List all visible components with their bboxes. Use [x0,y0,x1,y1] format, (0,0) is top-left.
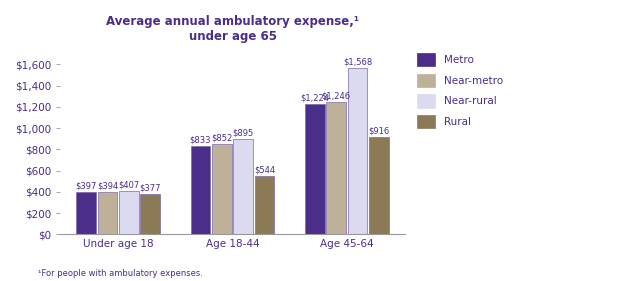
Text: $1,224: $1,224 [300,94,329,103]
Title: Average annual ambulatory expense,¹
under age 65: Average annual ambulatory expense,¹ unde… [106,15,359,43]
Text: $916: $916 [368,126,389,135]
Bar [348,68,368,234]
Text: $544: $544 [254,166,275,175]
Text: $833: $833 [190,135,211,144]
Text: $397: $397 [76,182,97,191]
Bar [97,192,117,234]
Bar [233,139,253,234]
Bar [212,144,232,234]
Bar [119,191,139,234]
Text: $895: $895 [233,129,254,138]
Text: $407: $407 [118,180,140,189]
Legend: Metro, Near-metro, Near-rural, Rural: Metro, Near-metro, Near-rural, Rural [413,50,506,132]
Text: $377: $377 [140,183,161,193]
Bar [326,102,346,234]
Text: $394: $394 [97,182,118,191]
Bar [140,194,160,234]
Text: ¹For people with ambulatory expenses.: ¹For people with ambulatory expenses. [38,269,203,278]
Bar [190,146,210,234]
Text: $1,568: $1,568 [343,57,372,66]
Text: $852: $852 [211,133,233,142]
Bar [76,192,96,234]
Bar [255,176,275,234]
Bar [369,137,389,234]
Text: $1,246: $1,246 [322,91,351,100]
Bar [305,104,325,234]
